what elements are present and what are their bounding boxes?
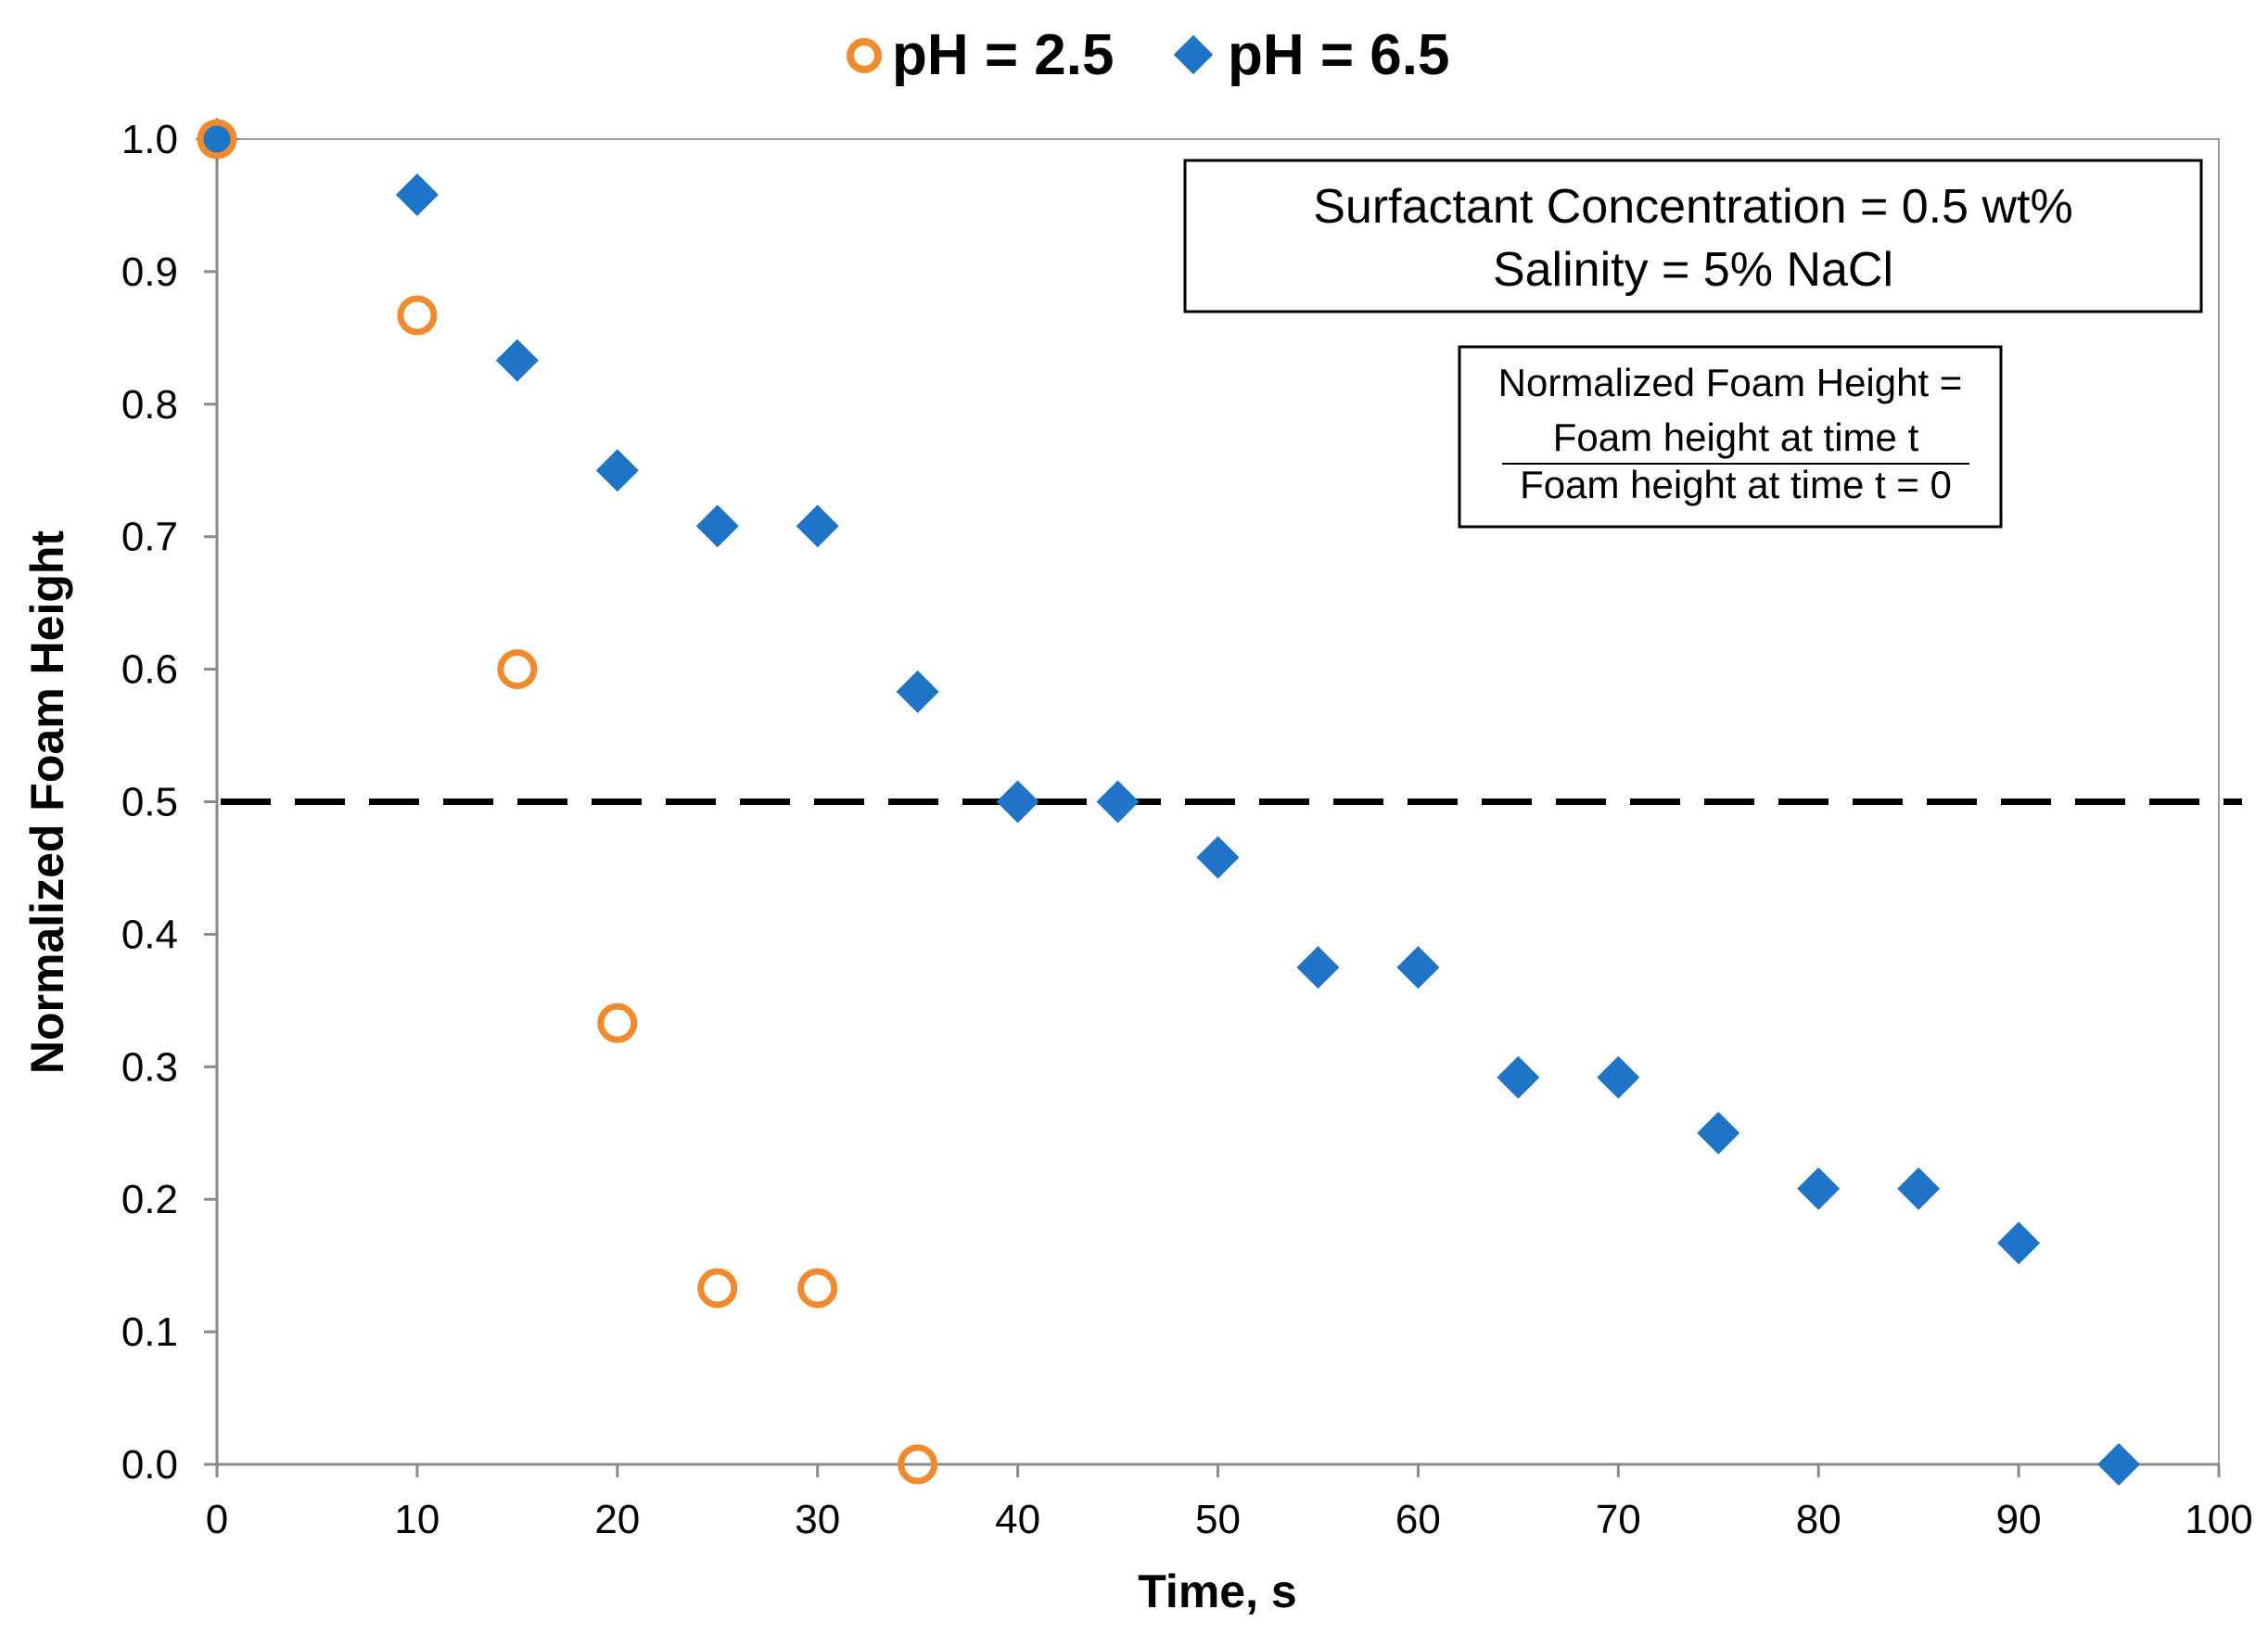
- conditions-line-2: Salinity = 5% NaCl: [1493, 243, 1893, 297]
- data-point-diamond: [1997, 1221, 2041, 1265]
- x-tick-label: 0: [206, 1497, 228, 1542]
- data-point-circle: [597, 1003, 638, 1043]
- data-point-diamond: [896, 670, 939, 713]
- y-tick-label: 0.6: [121, 647, 178, 693]
- conditions-line-1: Surfactant Concentration = 0.5 wt%: [1313, 180, 2072, 234]
- data-point-circle: [497, 649, 538, 690]
- data-point-diamond: [1396, 946, 1440, 990]
- data-point-diamond: [1597, 1055, 1640, 1099]
- data-point-diamond: [2097, 1443, 2141, 1486]
- data-point-diamond: [1296, 946, 1340, 990]
- formula-box: Normalized Foam Height = Foam height at …: [1458, 345, 2003, 529]
- data-point-circle: [797, 1268, 838, 1309]
- data-point-diamond: [1797, 1167, 1841, 1210]
- x-tick-label: 90: [1996, 1497, 2042, 1542]
- y-tick-label: 0.7: [121, 515, 178, 560]
- x-tick-label: 60: [1395, 1497, 1441, 1542]
- legend: pH = 2.5 pH = 6.5: [847, 23, 1450, 87]
- legend-marker-ph-6-5: [1173, 34, 1214, 75]
- x-tick-label: 40: [995, 1497, 1040, 1542]
- x-tick-label: 80: [1796, 1497, 1841, 1542]
- x-tick-label: 30: [795, 1497, 840, 1542]
- x-tick-label: 70: [1596, 1497, 1641, 1542]
- y-tick-label: 0.4: [121, 912, 178, 957]
- data-point-diamond: [395, 173, 439, 217]
- data-point-diamond: [595, 449, 639, 492]
- legend-marker-ph-2-5: [847, 38, 882, 73]
- y-tick-label: 1.0: [121, 117, 178, 162]
- series-ph-2-5: [197, 119, 938, 1485]
- legend-label-ph-6-5: pH = 6.5: [1228, 23, 1450, 87]
- data-point-circle: [697, 1268, 738, 1309]
- formula-denominator: Foam height at time t = 0: [1520, 463, 1952, 506]
- data-point-diamond: [695, 505, 739, 548]
- data-point-diamond: [1497, 1055, 1540, 1099]
- data-point-diamond: [1196, 836, 1240, 879]
- data-point-diamond: [796, 505, 839, 548]
- y-tick-label: 0.1: [121, 1309, 178, 1355]
- y-tick-label: 0.0: [121, 1442, 178, 1488]
- x-axis-title: Time, s: [1138, 1565, 1296, 1617]
- data-point-circle: [197, 119, 237, 160]
- data-point-circle: [397, 295, 438, 336]
- data-point-diamond: [1897, 1167, 1941, 1210]
- legend-label-ph-2-5: pH = 2.5: [892, 23, 1115, 87]
- x-tick-label: 10: [394, 1497, 440, 1542]
- x-tick-label: 100: [2185, 1497, 2252, 1542]
- y-tick-label: 0.9: [121, 249, 178, 295]
- data-point-circle: [898, 1444, 938, 1485]
- x-tick-label: 50: [1195, 1497, 1241, 1542]
- data-point-diamond: [1697, 1111, 1740, 1155]
- y-tick-label: 0.8: [121, 382, 178, 428]
- x-axis-ticks: 0 10 20 30 40 50 60 70 80 90 100: [206, 1464, 2253, 1542]
- y-tick-label: 0.3: [121, 1044, 178, 1090]
- data-point-diamond: [1096, 780, 1140, 824]
- y-axis-ticks: 0.0 0.1 0.2 0.3 0.4 0.5 0.6 0.7 0.8 0.9 1.0: [121, 117, 217, 1488]
- data-point-diamond: [495, 338, 539, 382]
- data-point-diamond: [996, 780, 1039, 824]
- y-tick-label: 0.2: [121, 1177, 178, 1222]
- data-series: [196, 118, 2141, 1486]
- formula-numerator: Foam height at time t: [1553, 415, 1919, 459]
- conditions-box: Surfactant Concentration = 0.5 wt% Salin…: [1183, 159, 2203, 313]
- series-ph-6-5: [196, 118, 2141, 1486]
- formula-label: Normalized Foam Height =: [1498, 361, 1963, 404]
- y-axis-title: Normalized Foam Height: [21, 530, 73, 1075]
- y-tick-label: 0.5: [121, 780, 178, 825]
- x-tick-label: 20: [594, 1497, 640, 1542]
